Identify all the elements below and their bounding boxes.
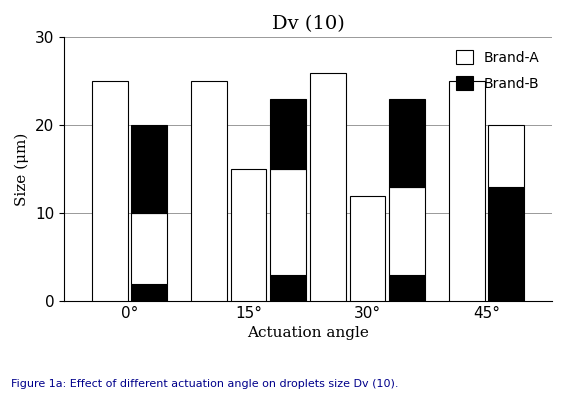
Bar [92,81,128,301]
Bar [270,275,306,301]
Bar [488,125,524,187]
Bar [132,284,167,301]
Y-axis label: Size (μm): Size (μm) [15,132,29,206]
Bar [192,81,227,301]
Bar [270,169,306,275]
Bar [132,125,167,213]
Bar [488,187,524,301]
Title: Dv (10): Dv (10) [272,15,344,33]
Bar [231,169,266,301]
Bar [270,99,306,169]
Bar [449,81,485,301]
Legend: Brand-A, Brand-B: Brand-A, Brand-B [450,44,545,96]
Bar [389,275,425,301]
Bar [389,99,425,187]
Bar [132,213,167,284]
X-axis label: Actuation angle: Actuation angle [247,327,369,340]
Bar [389,187,425,275]
Bar [310,73,346,301]
Bar [350,196,386,301]
Text: Figure 1a: Effect of different actuation angle on droplets size Dv (10).: Figure 1a: Effect of different actuation… [11,379,399,389]
